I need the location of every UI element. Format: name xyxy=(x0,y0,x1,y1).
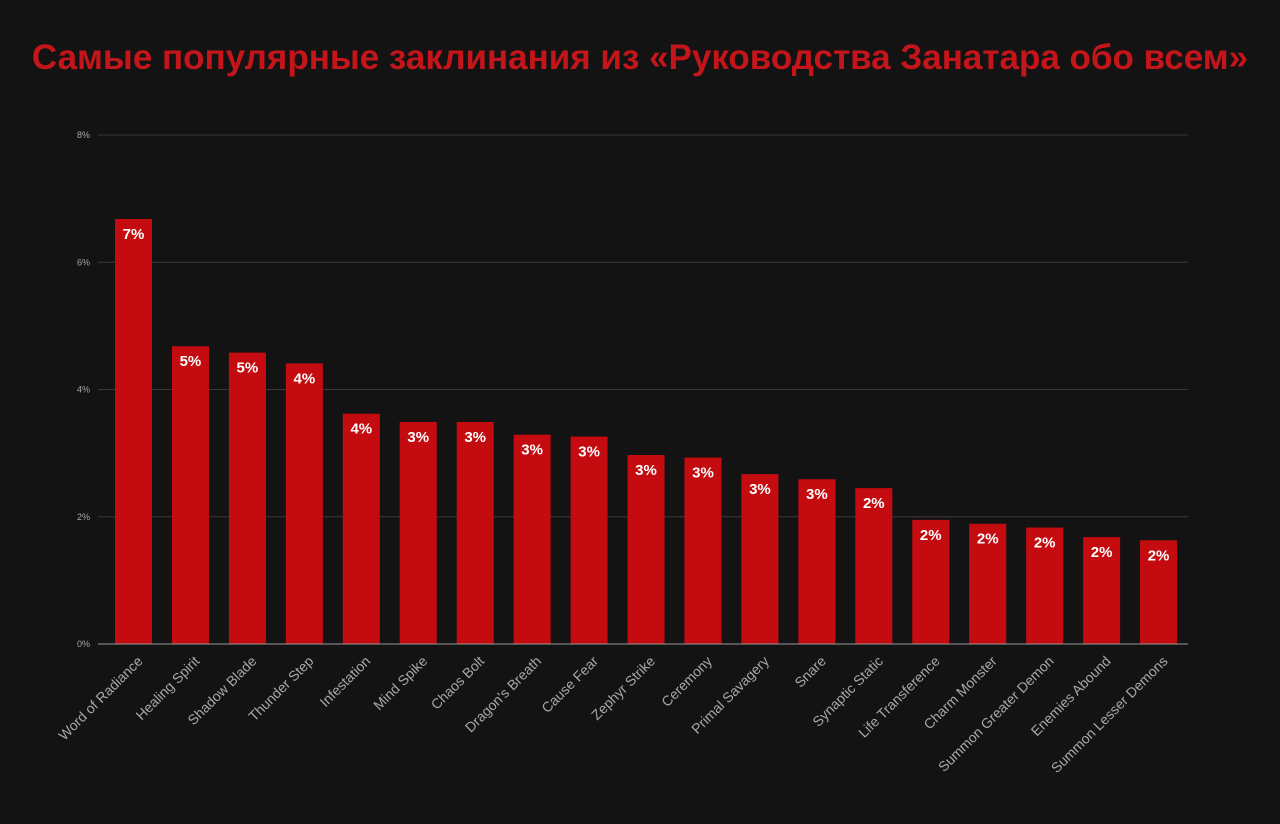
grid-layer xyxy=(98,134,1188,518)
data-label: 7% xyxy=(123,226,145,243)
bar xyxy=(1026,527,1064,644)
x-tick-label: Mind Spike xyxy=(370,653,430,713)
data-label: 3% xyxy=(635,462,657,479)
data-label: 3% xyxy=(464,429,486,446)
data-label: 3% xyxy=(578,444,600,461)
data-label: 2% xyxy=(1034,535,1056,552)
y-axis-ticks: 0% 2% 4% 6% 8% xyxy=(77,130,90,649)
bar xyxy=(855,488,893,644)
data-label: 3% xyxy=(806,486,828,503)
bar xyxy=(570,436,608,644)
y-tick-label: 2% xyxy=(77,512,90,522)
data-label: 5% xyxy=(180,353,202,370)
y-tick-label: 0% xyxy=(77,639,90,649)
data-label: 3% xyxy=(749,481,771,498)
bar xyxy=(969,523,1007,644)
data-label: 3% xyxy=(407,429,429,446)
bar xyxy=(912,519,950,644)
x-tick-label: Chaos Bolt xyxy=(428,653,488,713)
bar xyxy=(285,363,323,644)
data-label: 2% xyxy=(1091,544,1113,561)
chart-title: Самые популярные заклинания из «Руководс… xyxy=(31,38,1249,77)
data-label: 3% xyxy=(521,442,543,459)
data-label: 4% xyxy=(293,370,315,387)
x-tick-label: Summon Greater Demon xyxy=(935,653,1057,775)
x-tick-label: Summon Lesser Demons xyxy=(1048,653,1171,776)
data-label: 2% xyxy=(1148,547,1170,564)
bar xyxy=(115,218,152,645)
y-tick-label: 6% xyxy=(77,257,90,267)
bar xyxy=(684,457,722,644)
y-tick-label: 4% xyxy=(77,385,90,395)
data-label: 2% xyxy=(977,531,999,548)
x-tick-label: Ceremony xyxy=(658,653,715,710)
data-label: 2% xyxy=(920,527,942,544)
data-label: 2% xyxy=(863,495,885,512)
bar xyxy=(513,434,551,644)
data-labels: 7% 5% 5% 4% 4% 3% 3% 3% 3% 3% 3% 3% 3% 2% 2% 2% 2% 2% 2% xyxy=(123,226,1170,564)
data-label: 3% xyxy=(692,465,714,482)
data-label: 4% xyxy=(350,421,372,438)
bar xyxy=(456,421,494,644)
bar xyxy=(798,479,836,644)
x-tick-label: Infestation xyxy=(316,653,373,710)
bar xyxy=(228,352,266,644)
bar xyxy=(1083,537,1121,644)
bars xyxy=(115,218,1178,645)
bar xyxy=(171,346,209,644)
bar xyxy=(399,421,437,644)
bar xyxy=(342,413,380,644)
bar xyxy=(627,455,665,644)
bar xyxy=(1140,540,1178,644)
x-tick-label: Snare xyxy=(791,653,829,691)
bar xyxy=(741,474,779,644)
data-label: 5% xyxy=(237,360,259,377)
y-tick-label: 8% xyxy=(77,130,90,140)
x-tick-label: Word of Radiance xyxy=(55,653,146,744)
